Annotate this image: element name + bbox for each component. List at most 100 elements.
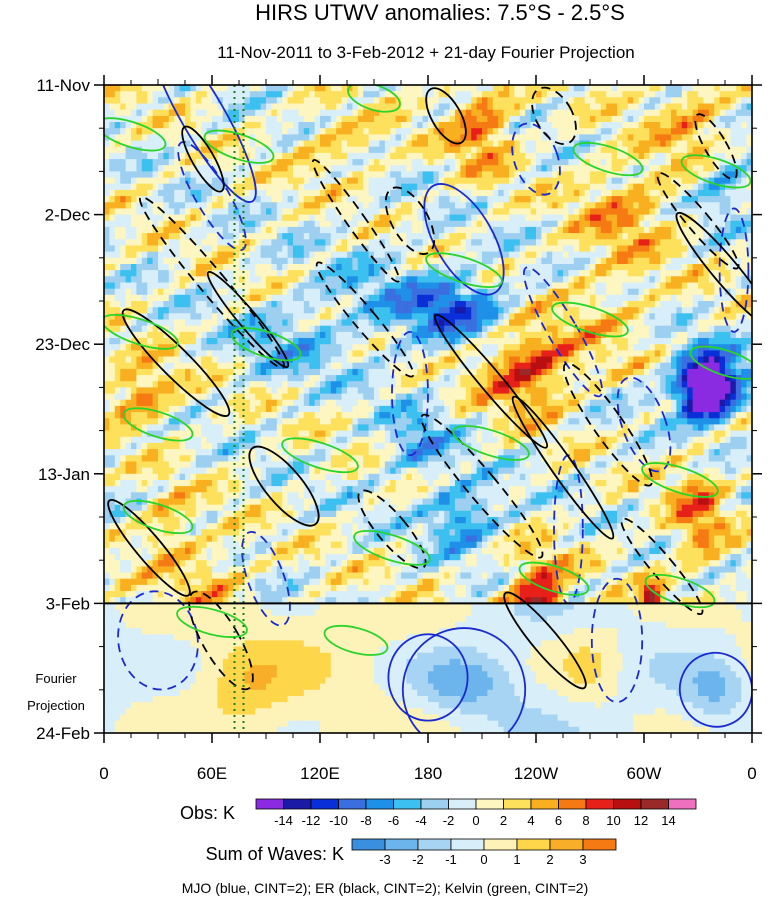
- field-cell: [411, 270, 418, 277]
- field-cell: [309, 85, 316, 92]
- field-cell: [725, 140, 731, 148]
- field-cell: [163, 282, 170, 290]
- field-cell: [703, 251, 710, 259]
- field-cell: [671, 97, 677, 105]
- field-cell: [741, 294, 748, 302]
- field-cell: [444, 313, 451, 321]
- field-cell: [552, 307, 559, 314]
- field-cell: [660, 196, 667, 203]
- field-cell: [374, 85, 380, 92]
- field-cell: [676, 115, 683, 123]
- field-cell: [433, 307, 440, 314]
- field-cell: [633, 115, 640, 123]
- field-cell: [147, 208, 154, 216]
- field-cell: [282, 264, 289, 271]
- field-cell: [514, 307, 521, 314]
- field-cell: [627, 202, 634, 210]
- field-cell: [617, 313, 623, 321]
- field-cell: [336, 338, 343, 345]
- field-cell: [552, 140, 559, 148]
- field-cell: [595, 152, 602, 160]
- field-cell: [730, 282, 737, 290]
- field-cell: [476, 171, 483, 179]
- field-cell: [217, 245, 224, 253]
- field-cell: [212, 134, 218, 142]
- field-cell: [644, 319, 650, 327]
- field-cell: [206, 183, 213, 191]
- field-cell: [206, 214, 213, 222]
- field-cell: [266, 319, 272, 327]
- field-cell: [557, 214, 564, 222]
- field-cell: [190, 202, 197, 210]
- field-cell: [336, 109, 343, 117]
- field-cell: [201, 331, 208, 339]
- field-cell: [201, 202, 208, 210]
- field-cell: [255, 177, 262, 185]
- field-cell: [649, 115, 656, 123]
- field-cell: [336, 325, 343, 333]
- field-cell: [357, 91, 364, 98]
- field-cell: [698, 276, 704, 284]
- field-cell: [444, 115, 451, 123]
- field-cell: [341, 214, 348, 222]
- field-cell: [120, 183, 127, 191]
- field-cell: [287, 233, 294, 240]
- field-cell: [660, 103, 667, 111]
- field-cell: [622, 301, 629, 308]
- field-cell: [660, 233, 667, 240]
- field-cell: [125, 202, 132, 210]
- field-cell: [579, 122, 586, 129]
- field-cell: [730, 122, 737, 129]
- field-cell: [498, 103, 505, 111]
- field-cell: [509, 220, 515, 228]
- field-cell: [606, 233, 613, 240]
- field-cell: [433, 103, 440, 111]
- field-cell: [563, 128, 569, 135]
- field-cell: [428, 109, 434, 117]
- field-cell: [644, 233, 650, 240]
- field-cell: [104, 276, 110, 284]
- field-cell: [163, 115, 170, 123]
- field-cell: [179, 338, 186, 345]
- field-cell: [530, 128, 537, 135]
- field-cell: [303, 270, 310, 277]
- field-cell: [698, 134, 704, 142]
- field-cell: [271, 115, 278, 123]
- field-cell: [125, 257, 132, 265]
- field-cell: [233, 313, 240, 321]
- field-cell: [455, 165, 461, 172]
- field-cell: [541, 245, 548, 253]
- field-cell: [131, 91, 137, 98]
- field-cell: [287, 103, 294, 111]
- field-cell: [239, 208, 245, 216]
- field-cell: [498, 128, 505, 135]
- field-cell: [395, 134, 402, 142]
- field-cell: [579, 109, 586, 117]
- field-cell: [536, 294, 542, 302]
- field-cell: [563, 276, 569, 284]
- field-cell: [530, 220, 537, 228]
- field-cell: [206, 85, 213, 92]
- field-cell: [590, 103, 596, 111]
- field-cell: [568, 177, 575, 185]
- field-cell: [195, 189, 202, 197]
- field-cell: [671, 276, 677, 284]
- field-cell: [314, 134, 321, 142]
- field-cell: [222, 146, 229, 154]
- field-cell: [503, 97, 510, 105]
- field-cell: [390, 202, 397, 210]
- field-cell: [368, 331, 375, 339]
- field-cell: [492, 239, 499, 247]
- field-cell: [201, 208, 208, 216]
- field-cell: [568, 196, 575, 203]
- field-cell: [708, 97, 715, 105]
- field-cell: [487, 313, 494, 321]
- field-cell: [492, 85, 499, 92]
- field-cell: [676, 140, 683, 148]
- field-cell: [374, 245, 380, 253]
- field-cell: [681, 245, 688, 253]
- field-cell: [536, 177, 542, 185]
- field-cell: [687, 196, 694, 203]
- field-cell: [222, 103, 229, 111]
- field-cell: [541, 177, 548, 185]
